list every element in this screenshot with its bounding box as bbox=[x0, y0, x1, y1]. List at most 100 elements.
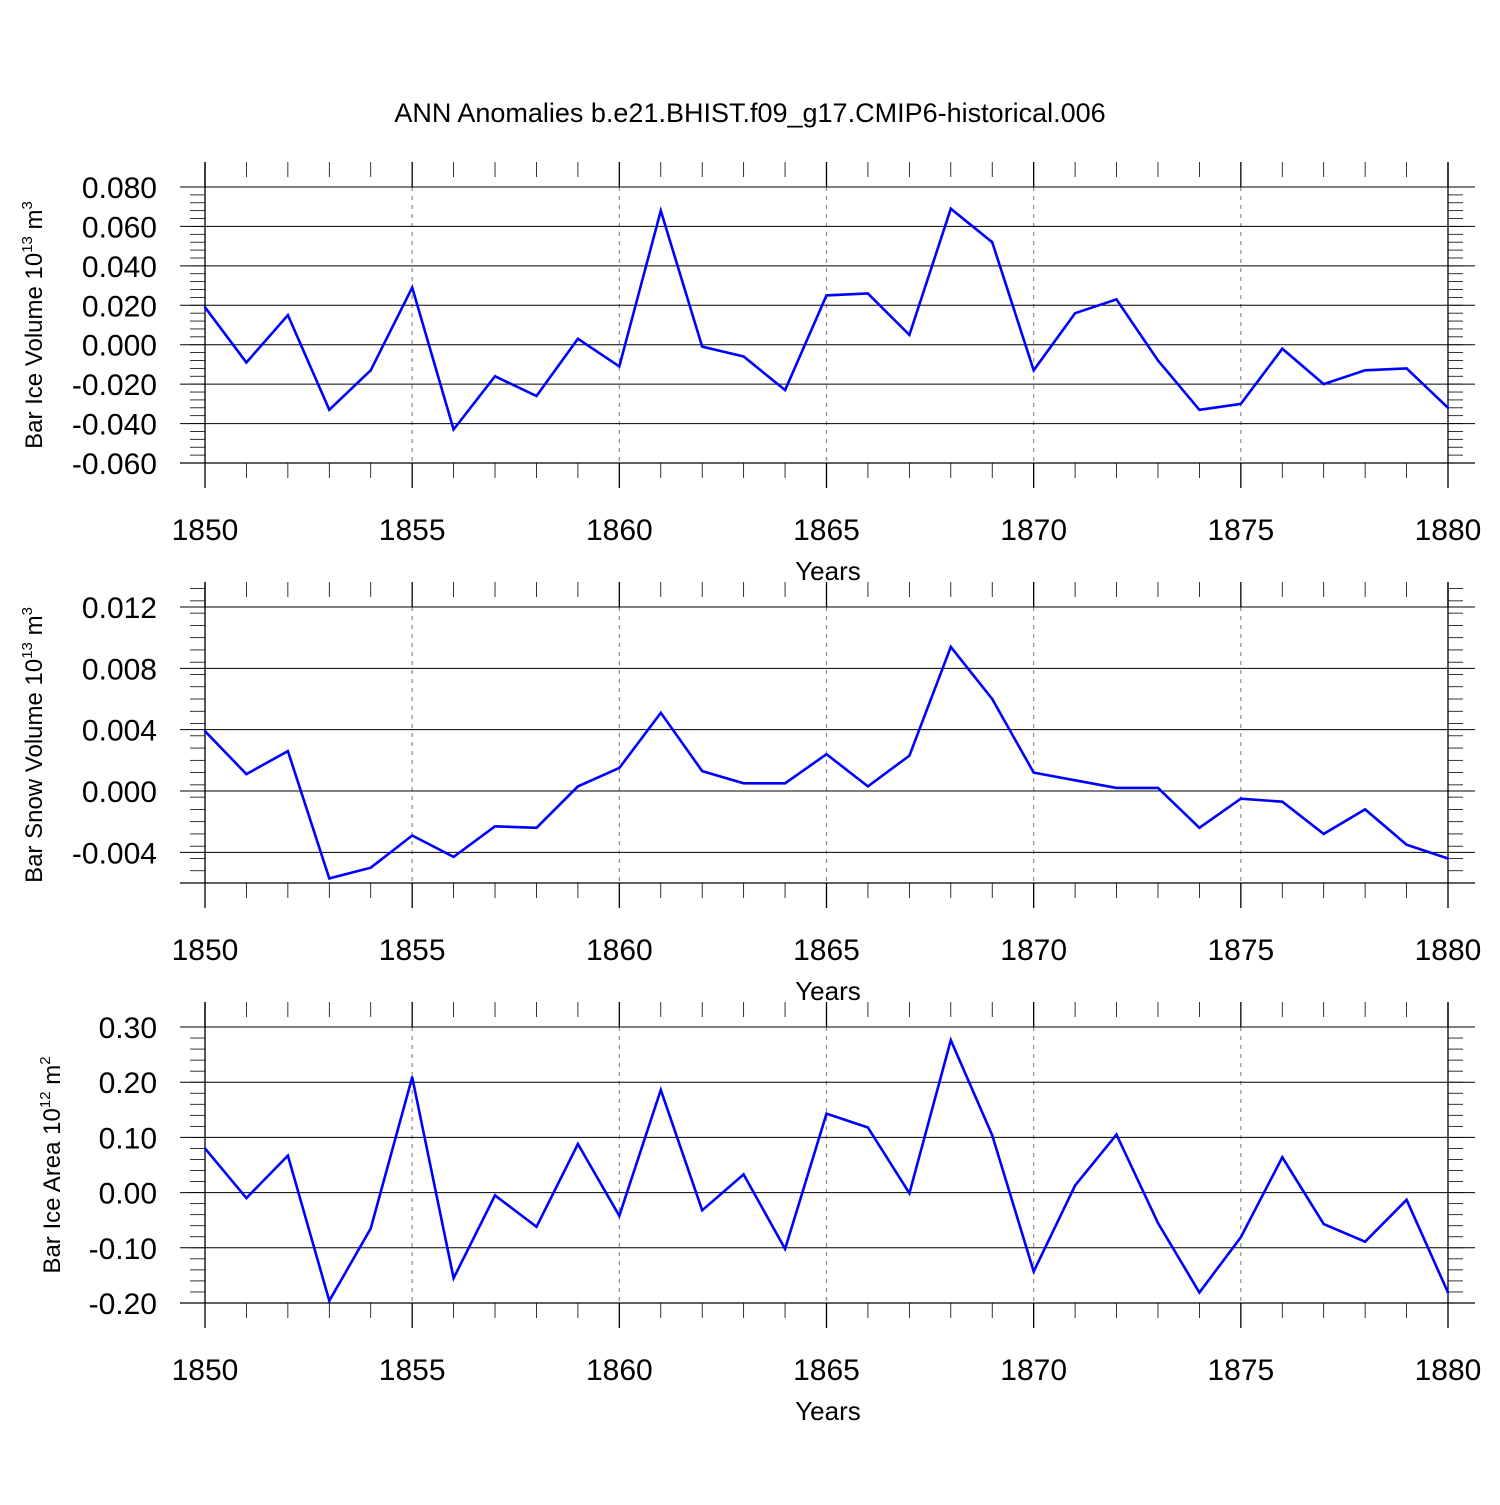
x-tick-label: 1865 bbox=[793, 934, 860, 967]
x-tick-label: 1870 bbox=[1000, 514, 1067, 547]
data-point bbox=[742, 355, 745, 358]
data-point bbox=[1322, 1222, 1325, 1226]
data-point bbox=[576, 337, 580, 340]
x-tick-label: 1880 bbox=[1415, 934, 1482, 967]
data-point bbox=[1322, 382, 1325, 386]
data-point bbox=[1363, 369, 1367, 372]
y-tick-label: -0.10 bbox=[89, 1233, 157, 1266]
y-axis-label-text: Bar Ice Volume 10 bbox=[21, 253, 48, 449]
data-point bbox=[659, 209, 662, 212]
x-tick-label: 1855 bbox=[379, 934, 446, 967]
y-axis-label-text: Bar Snow Volume 10 bbox=[21, 659, 48, 883]
data-point bbox=[908, 333, 911, 337]
y-axis-label-unit-exponent: 2 bbox=[37, 1056, 54, 1064]
data-point bbox=[1156, 786, 1160, 790]
data-point bbox=[1281, 800, 1284, 803]
data-point bbox=[825, 753, 828, 756]
data-point bbox=[1032, 771, 1035, 774]
data-point bbox=[991, 697, 994, 701]
data-point bbox=[1198, 1291, 1201, 1294]
y-axis-label-unit: m bbox=[39, 1065, 66, 1092]
data-point bbox=[1073, 311, 1077, 315]
y-tick-label: 0.008 bbox=[82, 653, 157, 686]
x-tick-label: 1875 bbox=[1207, 514, 1274, 547]
x-tick-label: 1850 bbox=[172, 1354, 239, 1387]
data-point bbox=[328, 877, 331, 880]
data-point bbox=[1115, 298, 1118, 301]
y-tick-label: -0.004 bbox=[72, 837, 157, 870]
data-point bbox=[742, 782, 745, 785]
x-tick-label: 1855 bbox=[379, 1354, 446, 1387]
x-tick-label: 1860 bbox=[586, 514, 653, 547]
y-tick-label: -0.060 bbox=[72, 448, 157, 481]
data-point bbox=[1239, 797, 1243, 800]
data-point bbox=[1281, 347, 1284, 350]
data-point bbox=[866, 292, 870, 295]
x-tick-label: 1860 bbox=[586, 934, 653, 967]
data-point bbox=[1322, 832, 1325, 836]
data-point bbox=[1032, 1270, 1035, 1273]
data-point bbox=[1115, 1133, 1118, 1136]
data-point bbox=[701, 1209, 704, 1212]
y-tick-label: 0.020 bbox=[82, 290, 157, 323]
data-point bbox=[493, 825, 497, 828]
y-tick-label: -0.040 bbox=[72, 409, 157, 442]
data-point bbox=[659, 1088, 662, 1092]
data-point bbox=[328, 408, 331, 411]
x-tick-label: 1870 bbox=[1000, 934, 1067, 967]
data-point bbox=[1363, 808, 1367, 811]
y-axis-label-unit: m bbox=[21, 209, 48, 236]
x-axis-label: Years bbox=[795, 1396, 861, 1426]
data-point bbox=[1405, 367, 1408, 370]
y-tick-label: 0.040 bbox=[82, 251, 157, 284]
data-point bbox=[286, 313, 290, 317]
y-axis-label-unit-exponent: 3 bbox=[19, 607, 36, 615]
x-axis-label: Years bbox=[795, 556, 861, 586]
data-point bbox=[245, 772, 248, 776]
data-point bbox=[742, 1173, 745, 1176]
panel-3: -0.20 -0.10 0.00 0.10 0.20 0.30 1850 1855 1860 18… bbox=[37, 1002, 1481, 1426]
x-tick-label: 1865 bbox=[793, 514, 860, 547]
y-tick-label: 0.30 bbox=[99, 1012, 157, 1045]
data-point bbox=[1239, 402, 1243, 406]
data-point bbox=[1032, 369, 1035, 372]
x-tick-label: 1855 bbox=[379, 514, 446, 547]
data-point bbox=[1073, 1184, 1077, 1187]
y-axis-label-exponent: 13 bbox=[19, 642, 36, 659]
x-tick-label: 1875 bbox=[1207, 1354, 1274, 1387]
x-tick-label: 1860 bbox=[586, 1354, 653, 1387]
y-tick-label: 0.10 bbox=[99, 1122, 157, 1155]
y-axis-label-exponent: 13 bbox=[19, 236, 36, 253]
y-tick-label: 0.000 bbox=[82, 776, 157, 809]
data-point bbox=[1156, 359, 1160, 362]
data-point bbox=[369, 1227, 372, 1230]
panel-1: -0.060 -0.040 -0.020 0.000 0.020 0.040 0.060 0.… bbox=[19, 162, 1481, 586]
data-point bbox=[908, 1191, 911, 1195]
panel-2: -0.004 0.000 0.004 0.008 0.012 1850 1855 1860 18… bbox=[19, 582, 1481, 1006]
data-point bbox=[535, 394, 538, 398]
x-axis-label: Years bbox=[795, 976, 861, 1006]
figure-title: ANN Anomalies b.e21.BHIST.f09_g17.CMIP6-… bbox=[394, 98, 1106, 128]
x-tick-label: 1880 bbox=[1415, 514, 1482, 547]
data-point bbox=[1115, 786, 1118, 790]
y-tick-label: 0.000 bbox=[82, 330, 157, 363]
data-point bbox=[866, 785, 870, 788]
data-point bbox=[701, 769, 704, 773]
data-point bbox=[245, 1196, 248, 1200]
data-point bbox=[949, 207, 952, 210]
data-point bbox=[328, 1299, 331, 1302]
y-tick-label: 0.20 bbox=[99, 1067, 157, 1100]
y-tick-label: 0.004 bbox=[82, 715, 157, 748]
y-axis-label-unit-exponent: 3 bbox=[19, 201, 36, 209]
data-point bbox=[576, 1142, 580, 1146]
y-tick-label: 0.060 bbox=[82, 211, 157, 244]
data-point bbox=[949, 645, 952, 649]
data-point bbox=[783, 1247, 787, 1251]
x-tick-label: 1880 bbox=[1415, 1354, 1482, 1387]
data-point bbox=[493, 1194, 497, 1197]
data-point bbox=[1446, 857, 1450, 860]
y-axis-label-text: Bar Ice Area 10 bbox=[39, 1108, 66, 1273]
data-point bbox=[949, 1039, 952, 1042]
x-tick-label: 1850 bbox=[172, 514, 239, 547]
